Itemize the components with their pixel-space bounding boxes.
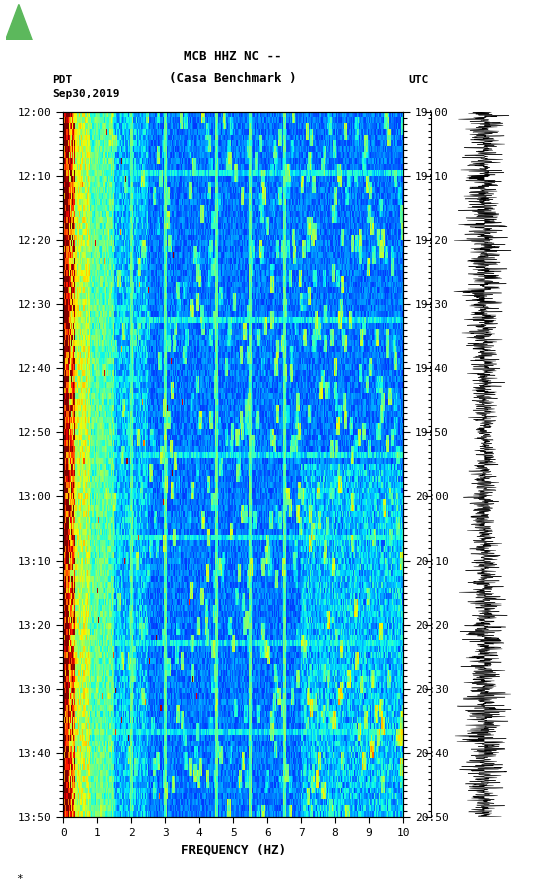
Text: UTC: UTC bbox=[408, 75, 429, 85]
Text: Sep30,2019: Sep30,2019 bbox=[52, 89, 120, 99]
Text: PDT: PDT bbox=[52, 75, 73, 85]
Text: USGS: USGS bbox=[26, 17, 60, 28]
Polygon shape bbox=[6, 4, 32, 40]
Text: *: * bbox=[17, 874, 23, 884]
Text: (Casa Benchmark ): (Casa Benchmark ) bbox=[169, 71, 297, 85]
X-axis label: FREQUENCY (HZ): FREQUENCY (HZ) bbox=[181, 843, 286, 856]
Text: MCB HHZ NC --: MCB HHZ NC -- bbox=[184, 49, 282, 63]
